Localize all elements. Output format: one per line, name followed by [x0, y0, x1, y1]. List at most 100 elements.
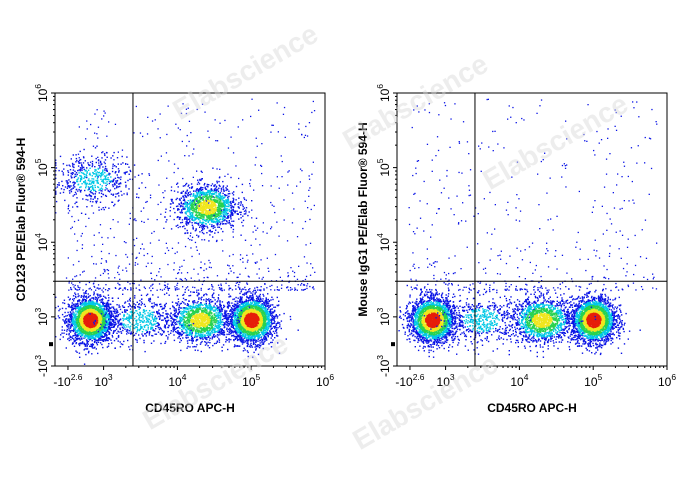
event-dot: [67, 325, 70, 327]
event-dot: [272, 298, 274, 301]
event-dot: [252, 339, 255, 342]
event-dot: [261, 303, 263, 305]
event-dot: [236, 306, 238, 309]
event-dot: [266, 327, 268, 329]
event-dot: [246, 296, 248, 299]
event-dot: [77, 301, 79, 303]
event-dot: [98, 336, 100, 338]
event-dot: [95, 330, 97, 333]
event-dot: [83, 325, 85, 327]
event-dot: [88, 350, 90, 353]
event-dot: [250, 330, 252, 333]
event-dot: [101, 328, 103, 330]
event-dot: [264, 304, 267, 307]
event-dot: [86, 348, 89, 350]
event-dot: [79, 303, 82, 305]
event-dot: [248, 337, 250, 339]
event-dot: [250, 308, 252, 311]
event-dot: [70, 339, 72, 341]
event-dot: [256, 308, 259, 311]
event-dot: [110, 326, 113, 329]
event-dot: [258, 337, 260, 339]
event-dot: [112, 307, 115, 310]
event-dot: [120, 330, 122, 333]
event-dot: [236, 300, 238, 302]
event-dot: [82, 326, 84, 329]
event-dot: [114, 347, 116, 349]
event-dot: [276, 332, 278, 334]
event-dot: [242, 316, 244, 318]
event-dot: [265, 322, 268, 324]
event-dot: [108, 333, 110, 335]
event-dot: [92, 315, 94, 318]
event-dot: [72, 322, 75, 325]
event-dot: [237, 297, 239, 299]
event-dot: [259, 317, 261, 320]
event-dot: [86, 345, 88, 348]
event-dot: [89, 301, 91, 303]
event-dot: [237, 338, 240, 341]
event-dot: [256, 318, 258, 320]
event-dot: [106, 339, 108, 342]
event-dot: [240, 335, 242, 337]
event-dot: [279, 326, 281, 328]
event-dot: [86, 340, 88, 343]
event-dot: [77, 304, 79, 306]
event-dot: [229, 328, 232, 331]
event-dot: [116, 310, 119, 312]
event-dot: [70, 329, 72, 332]
event-dot: [250, 309, 253, 312]
event-dot: [92, 309, 94, 311]
event-dot: [67, 303, 69, 305]
event-dot: [274, 330, 277, 332]
event-dot: [259, 298, 262, 300]
event-dot: [78, 332, 81, 334]
event-dot: [78, 295, 80, 297]
event-dot: [90, 337, 92, 339]
event-dot: [230, 333, 232, 335]
event-dot: [92, 306, 95, 308]
event-dot: [95, 301, 97, 303]
event-dot: [255, 291, 257, 293]
event-dot: [106, 327, 109, 329]
event-dot: [247, 328, 250, 330]
event-dot: [227, 318, 230, 320]
event-dot: [80, 296, 82, 298]
event-dot: [231, 302, 233, 304]
event-dot: [75, 310, 77, 312]
event-dot: [238, 326, 240, 328]
event-dot: [265, 323, 268, 325]
event-dot: [71, 319, 73, 321]
event-dot: [68, 299, 71, 301]
event-dot: [244, 312, 247, 314]
event-dot: [269, 326, 271, 328]
event-dot: [70, 325, 73, 327]
event-dot: [75, 316, 78, 318]
event-dot: [268, 314, 271, 317]
event-dot: [265, 333, 268, 336]
event-dot: [86, 316, 89, 319]
event-dot: [95, 341, 98, 344]
event-dot: [90, 345, 92, 347]
event-dot: [236, 333, 238, 335]
event-dot: [94, 335, 97, 338]
event-dot: [233, 308, 235, 311]
event-dot: [251, 333, 253, 335]
event-dot: [241, 332, 243, 334]
event-dot: [77, 303, 79, 305]
event-dot: [234, 310, 236, 312]
event-dot: [237, 306, 239, 308]
event-dot: [83, 329, 85, 331]
event-dot: [86, 335, 88, 338]
event-dot: [252, 335, 254, 338]
event-dot: [96, 303, 98, 305]
event-dot: [93, 314, 96, 316]
event-dot: [79, 315, 81, 318]
event-dot: [252, 299, 254, 301]
event-dot: [252, 310, 255, 313]
event-dot: [107, 304, 110, 306]
event-dot: [103, 306, 106, 308]
event-dot: [239, 330, 241, 332]
event-dot: [84, 348, 86, 350]
event-dot: [270, 332, 272, 334]
